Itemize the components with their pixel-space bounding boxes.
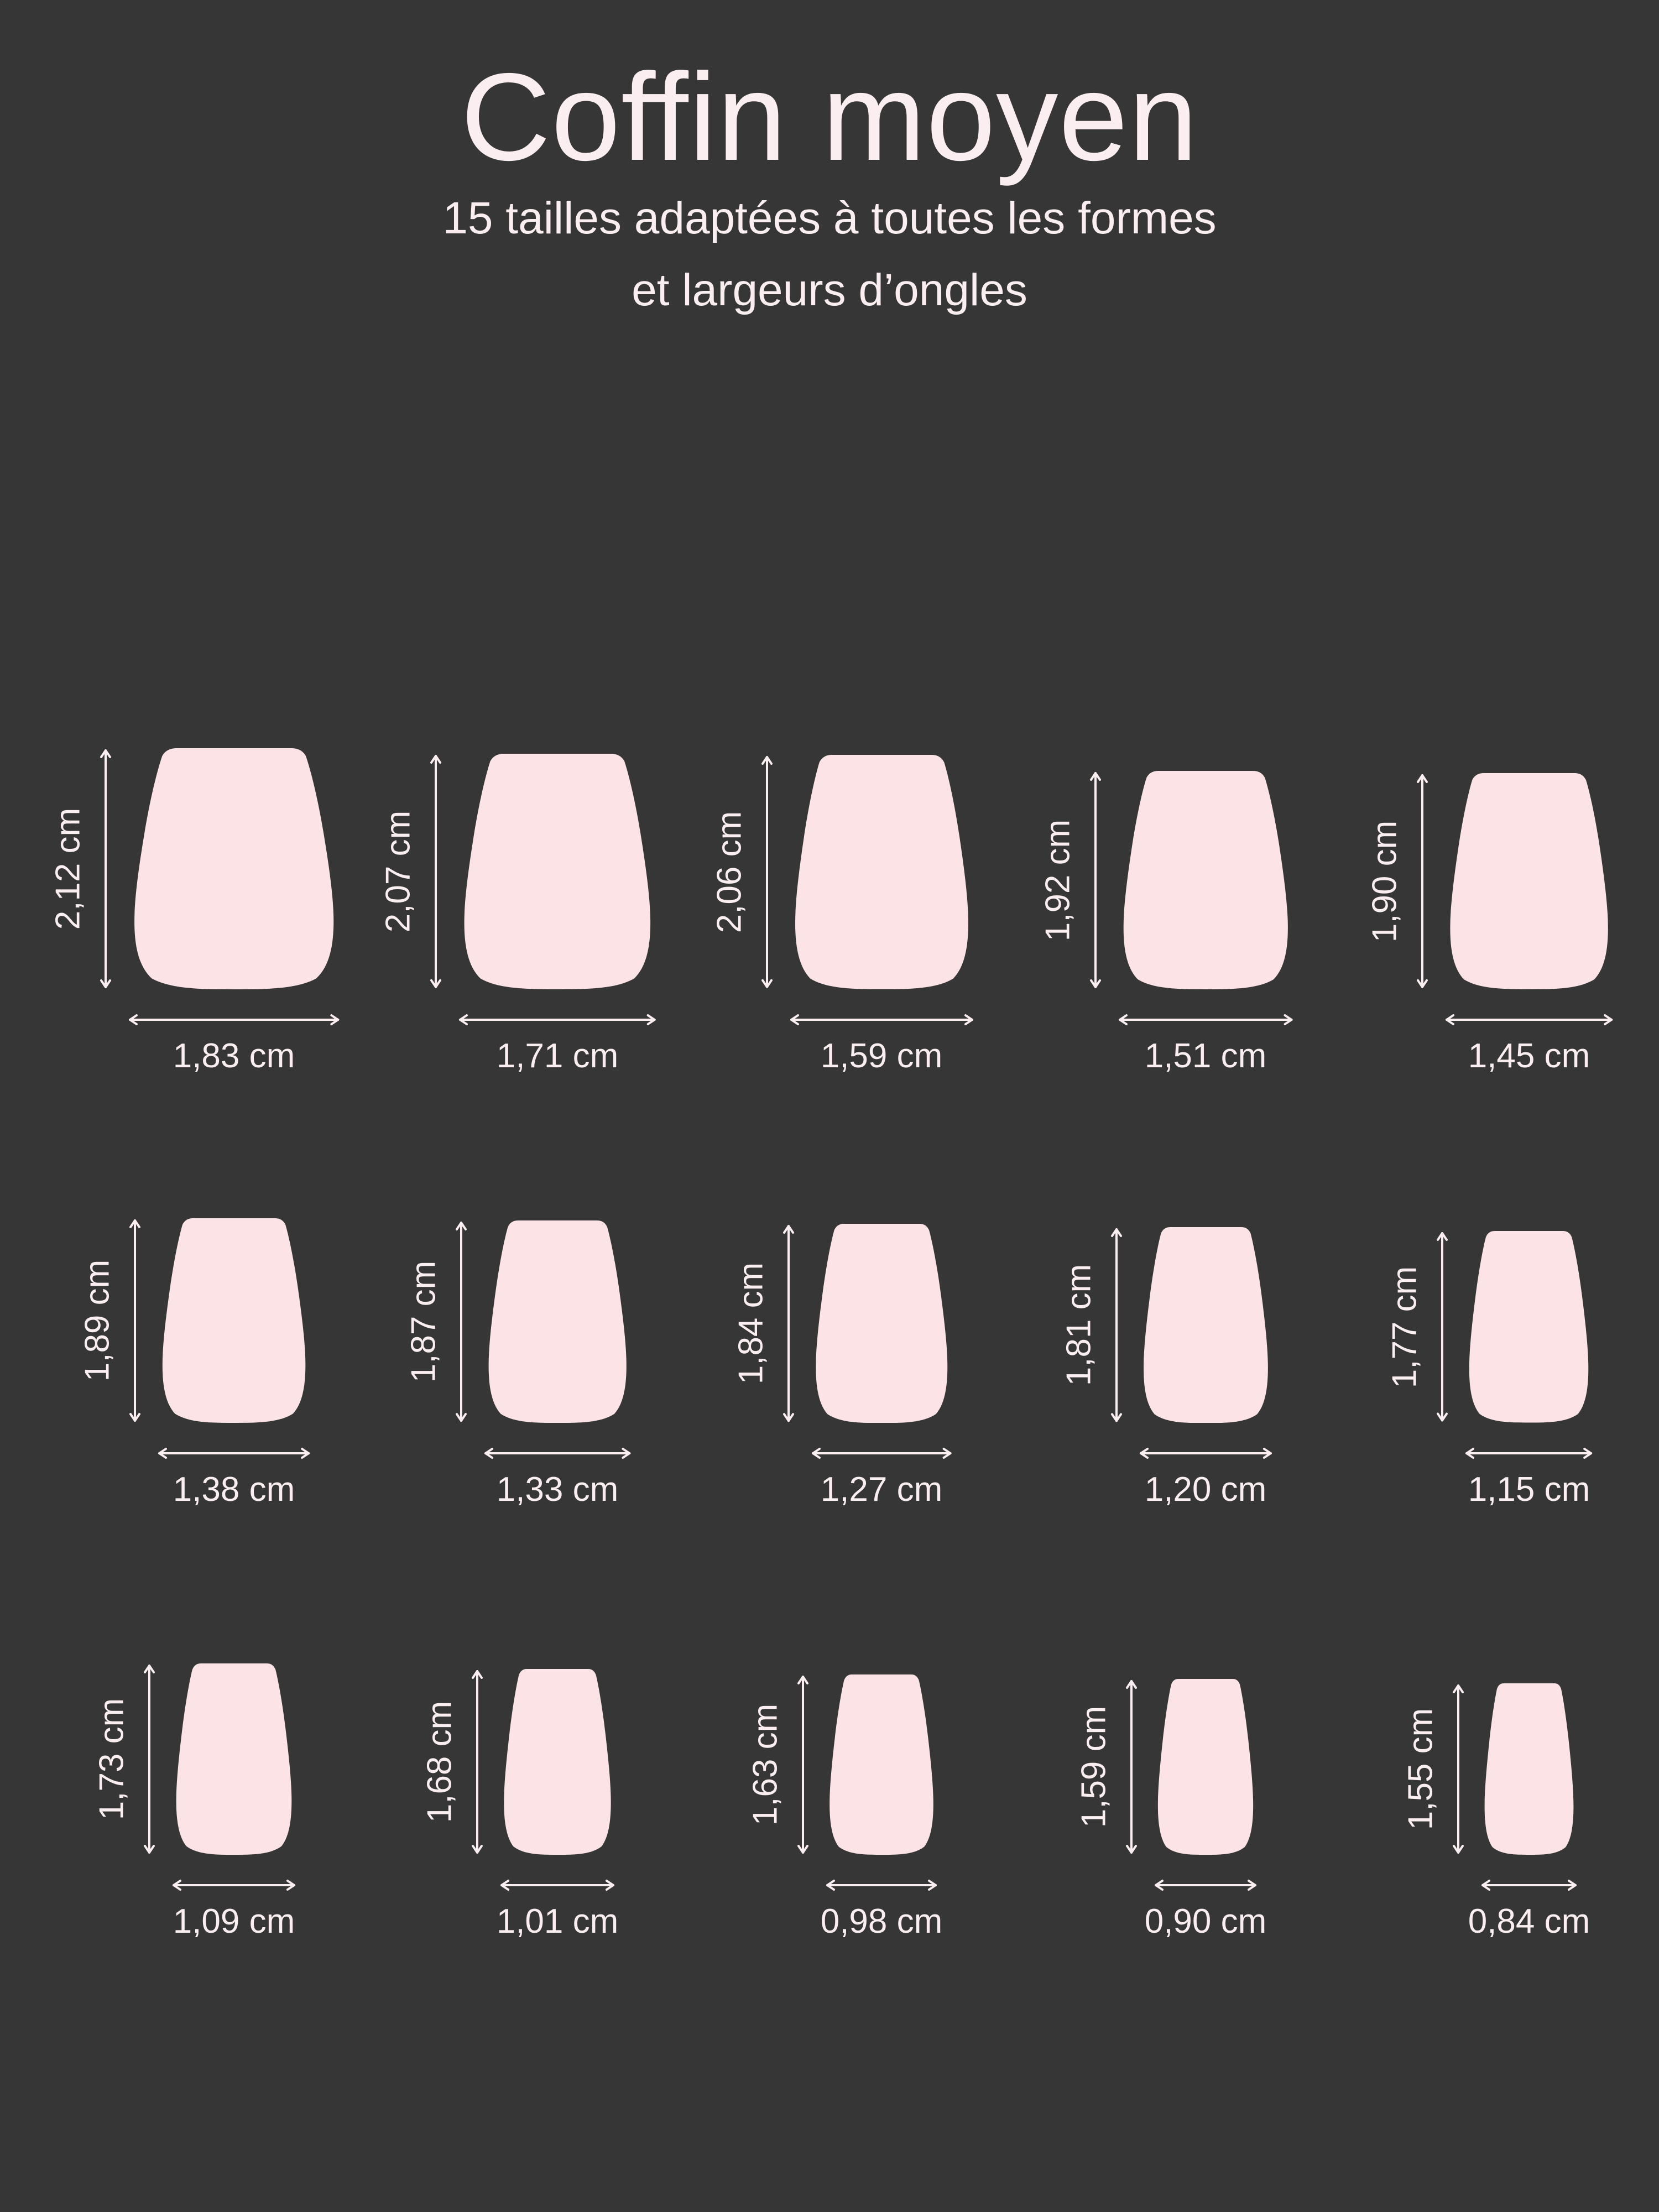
- svg-text:1,77 cm: 1,77 cm: [1386, 1266, 1424, 1388]
- svg-text:1,63 cm: 1,63 cm: [746, 1704, 784, 1826]
- svg-text:2,07 cm: 2,07 cm: [379, 811, 418, 933]
- svg-text:1,55 cm: 1,55 cm: [1401, 1708, 1439, 1830]
- svg-text:1,87 cm: 1,87 cm: [404, 1261, 442, 1383]
- svg-text:2,12 cm: 2,12 cm: [49, 808, 87, 930]
- svg-text:1,92 cm: 1,92 cm: [1039, 819, 1077, 941]
- svg-text:1,89 cm: 1,89 cm: [78, 1260, 116, 1382]
- svg-text:1,73 cm: 1,73 cm: [92, 1698, 131, 1820]
- svg-text:1,68 cm: 1,68 cm: [420, 1701, 458, 1823]
- svg-text:1,84 cm: 1,84 cm: [732, 1262, 770, 1385]
- svg-text:1,81 cm: 1,81 cm: [1060, 1264, 1098, 1386]
- svg-text:1,90 cm: 1,90 cm: [1365, 820, 1404, 942]
- svg-text:2,06 cm: 2,06 cm: [710, 811, 748, 933]
- svg-text:1,59 cm: 1,59 cm: [1074, 1706, 1113, 1828]
